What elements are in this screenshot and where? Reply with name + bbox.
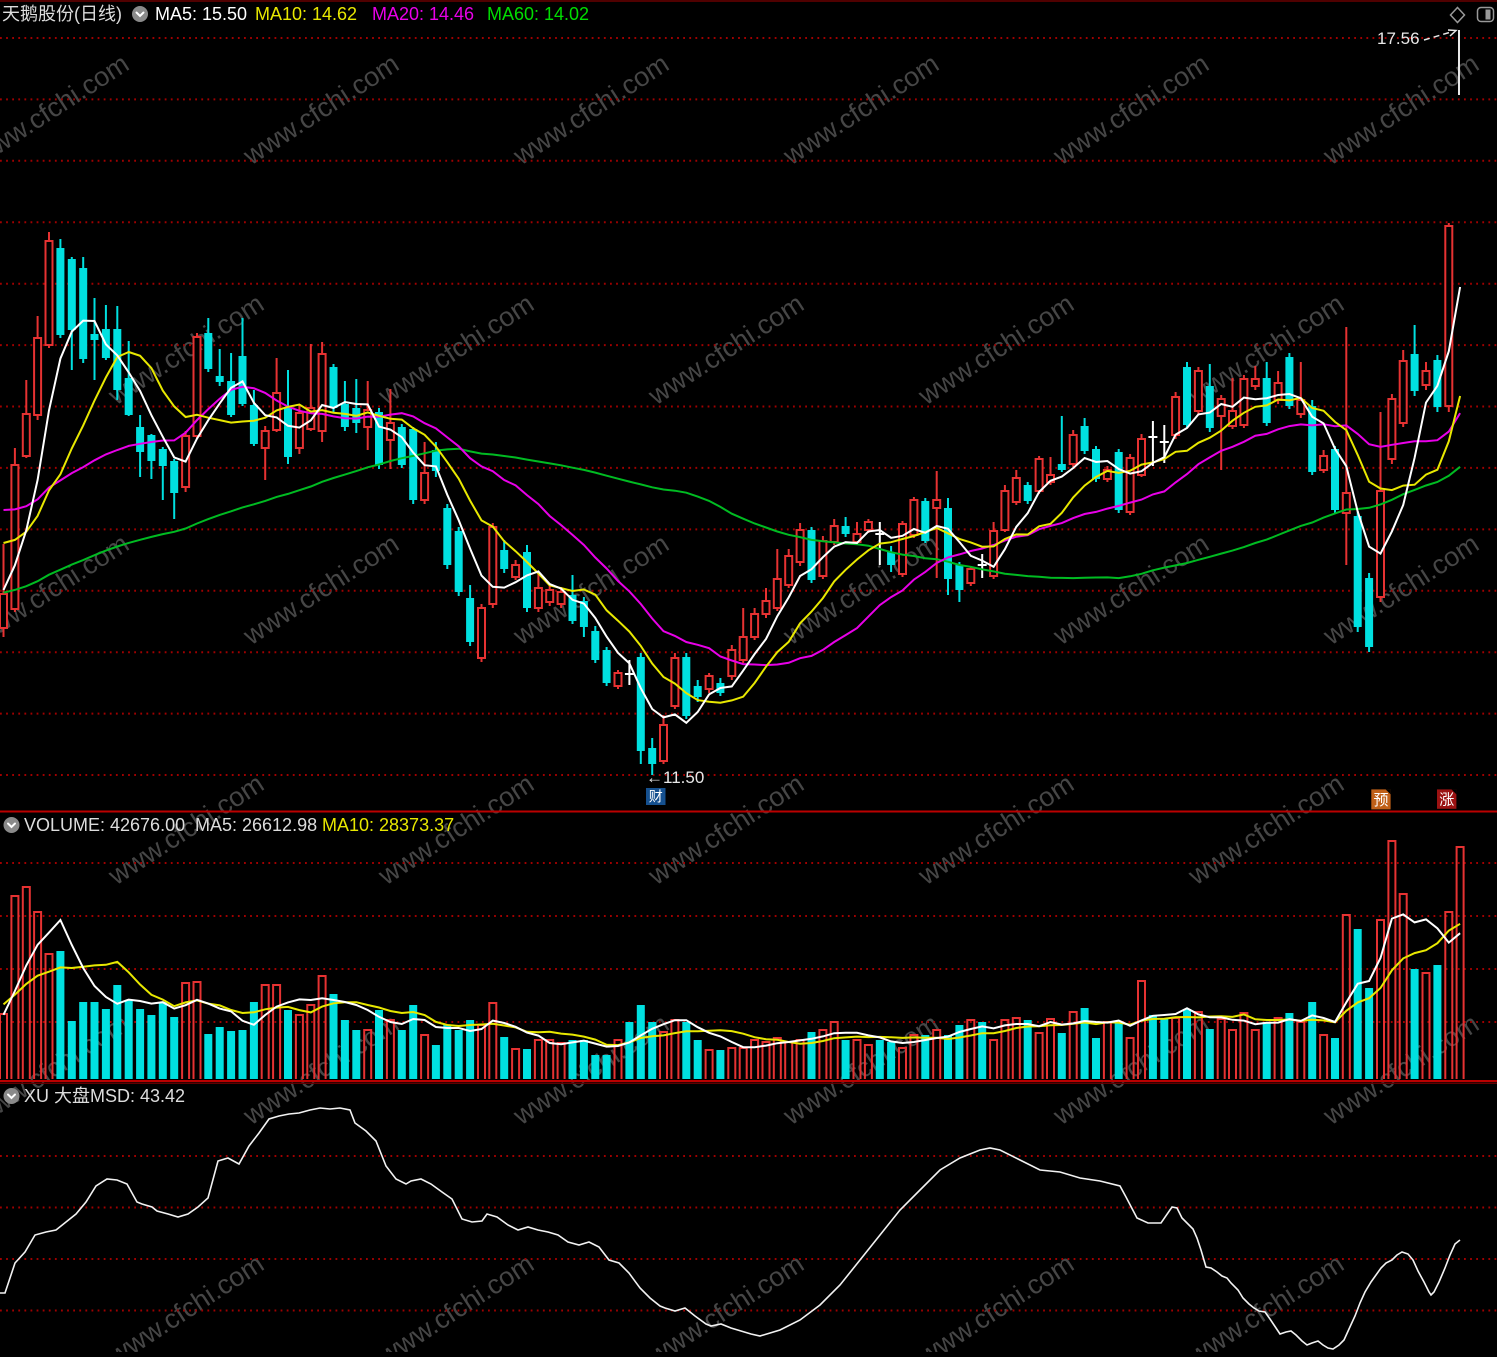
svg-text:XU 大盘MSD: 43.42: XU 大盘MSD: 43.42 [24,1086,185,1106]
svg-text:涨: 涨 [1439,792,1454,809]
svg-text:MA20: 14.46: MA20: 14.46 [372,4,474,24]
svg-text:MA60: 14.02: MA60: 14.02 [487,4,589,24]
svg-text:预: 预 [1373,792,1388,809]
svg-text:←11.50: ←11.50 [646,768,704,787]
svg-text:MA10: 28373.37: MA10: 28373.37 [322,815,454,835]
svg-text:17.56: 17.56 [1377,29,1420,48]
svg-text:VOLUME: 42676.00: VOLUME: 42676.00 [24,815,185,835]
svg-text:MA5: 15.50: MA5: 15.50 [155,4,247,24]
svg-text:MA10: 14.62: MA10: 14.62 [255,4,357,24]
svg-text:财: 财 [649,789,663,805]
svg-text:MA5: 26612.98: MA5: 26612.98 [195,815,317,835]
svg-text:天鹅股份(日线): 天鹅股份(日线) [2,4,122,24]
